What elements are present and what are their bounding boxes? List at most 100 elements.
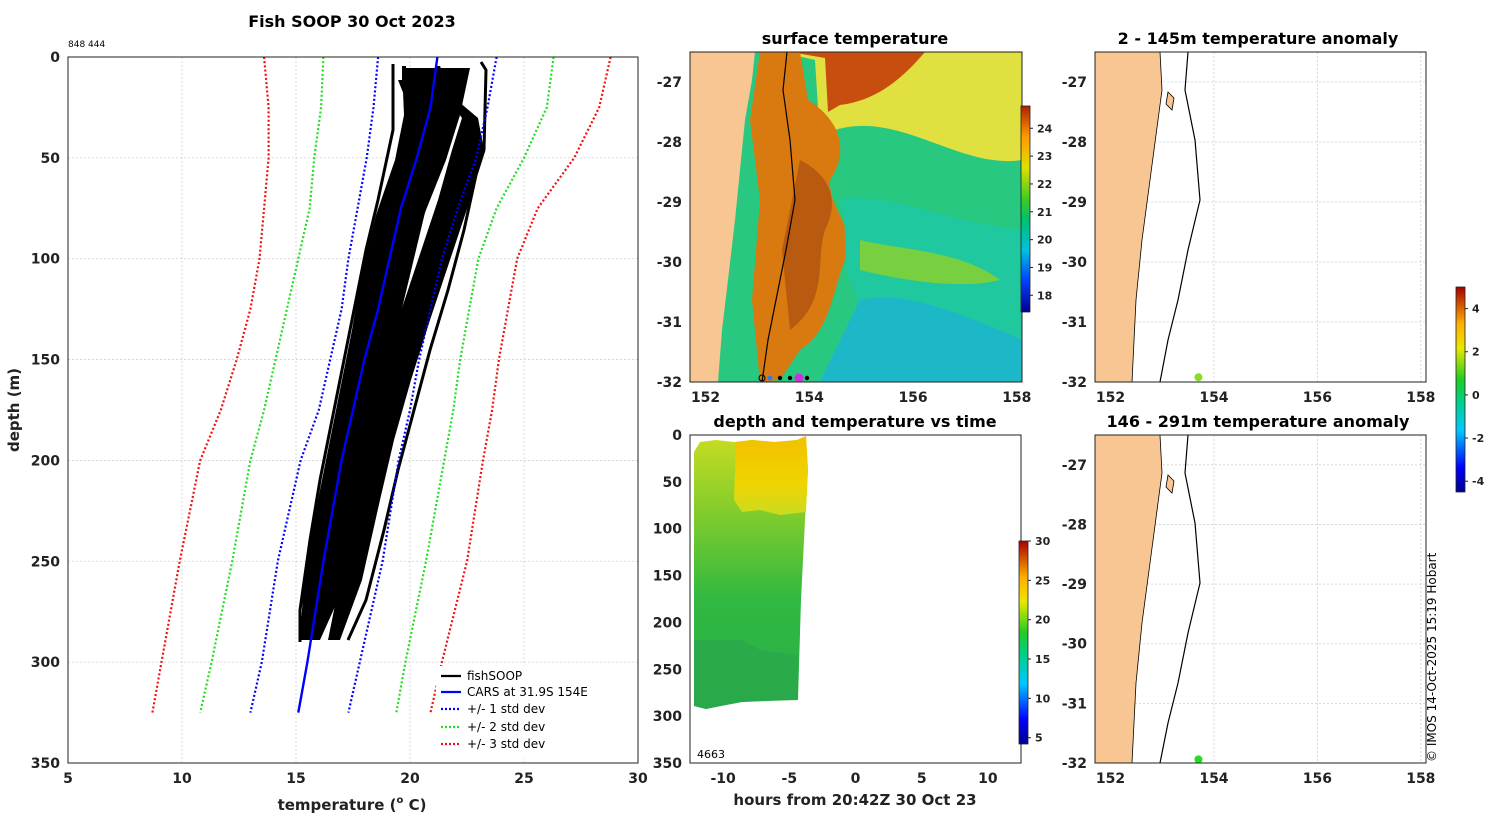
anomaly-deep-axes-frame	[1094, 434, 1427, 764]
depth-time-title: depth and temperature vs time	[713, 412, 996, 431]
anomaly-colorbar-ticks: -4 -2 0 2 4	[1465, 303, 1485, 488]
sst-track-start	[758, 374, 766, 382]
map-ytick-label: -30	[1062, 255, 1088, 271]
map-xtick-label: 156	[898, 390, 927, 406]
anomaly-shallow-land	[1094, 51, 1163, 383]
legend-label-cars: CARS at 31.9S 154E	[467, 685, 588, 699]
profile-ylabel: depth (m)	[5, 368, 23, 452]
profile-ytick-label: 250	[31, 554, 60, 570]
colorbar-tick-label: 5	[1035, 732, 1043, 745]
colorbar-tick-label: 20	[1037, 234, 1053, 247]
depth-time-xtick-label: -10	[710, 771, 736, 787]
sd2-plus-line	[395, 56, 555, 713]
depth-time-colorbar	[1018, 540, 1029, 745]
anomaly-deep-island	[1165, 474, 1175, 494]
anomaly-shallow-tick-labels: 152 154 156 158 -27 -28 -29 -30 -31 -32	[1062, 75, 1436, 406]
profile-ytick-label: 50	[41, 151, 61, 167]
colorbar-tick-label: 21	[1037, 206, 1052, 219]
sd3-minus-line	[151, 56, 270, 713]
sst-track-point	[767, 375, 773, 381]
profile-axes-frame	[67, 56, 639, 764]
colorbar-tick-label: 22	[1037, 178, 1052, 191]
profile-corner-label: 848 444	[68, 40, 105, 50]
legend-label-fishsoop: fishSOOP	[467, 669, 522, 683]
fishsoop-profiles	[298, 61, 488, 642]
colorbar-tick-label: 20	[1035, 614, 1051, 627]
map-xtick-label: 152	[1096, 390, 1125, 406]
map-ytick-label: -28	[657, 135, 682, 151]
sst-title: surface temperature	[762, 29, 949, 48]
map-ytick-label: -28	[1062, 135, 1087, 151]
depth-time-panel: depth and temperature vs time -10 -5 0 5 10 0…	[653, 412, 1051, 809]
sst-shelf-contour	[761, 51, 796, 383]
map-xtick-label: 158	[1406, 771, 1435, 787]
sst-panel: surface temperature 152 154 156 158 -27 -28 -2…	[657, 29, 1053, 406]
depth-time-cool-deep-layer	[694, 640, 798, 709]
colorbar-tick-label: -2	[1472, 432, 1484, 445]
profile-xlabel: temperature (o C)	[278, 795, 427, 814]
sst-track-point	[804, 375, 810, 381]
depth-time-xtick-label: -5	[782, 771, 798, 787]
legend-label-sd2: +/- 2 std dev	[467, 720, 545, 734]
profile-panel: Fish SOOP 30 Oct 2023 848 444 5 10 15 20 25 3…	[5, 12, 648, 814]
anomaly-deep-tick-labels: 152 154 156 158 -27 -28 -29 -30 -31 -32	[1062, 458, 1436, 787]
profile-ytick-label: 350	[31, 756, 60, 772]
colorbar-tick-label: 2	[1472, 346, 1480, 359]
depth-time-xtick-label: 5	[917, 771, 927, 787]
depth-time-ytick-label: 50	[663, 475, 683, 491]
depth-time-ytick-label: 200	[653, 615, 682, 631]
colorbar-tick-label: 10	[1035, 692, 1051, 705]
fishsoop-profile-edge-3	[298, 64, 395, 642]
profile-ytick-label: 300	[31, 655, 60, 671]
map-ytick-label: -29	[657, 195, 682, 211]
sst-map	[690, 51, 1022, 383]
map-xtick-label: 158	[1002, 390, 1031, 406]
sst-filament	[860, 240, 1000, 285]
map-xtick-label: 152	[1096, 771, 1125, 787]
map-ytick-label: -32	[1062, 375, 1087, 391]
map-ytick-label: -31	[657, 315, 682, 331]
map-ytick-label: -28	[1062, 517, 1087, 533]
profile-xtick-label: 5	[63, 771, 73, 787]
depth-time-ytick-label: 350	[653, 756, 682, 772]
fishsoop-profile-band-1	[300, 68, 470, 640]
colorbar-tick-label: 18	[1037, 289, 1052, 302]
sst-land	[690, 52, 755, 382]
depth-time-ytick-label: 150	[653, 569, 682, 585]
profile-xtick-label: 10	[172, 771, 192, 787]
anomaly-shallow-title: 2 - 145m temperature anomaly	[1118, 29, 1399, 48]
anomaly-deep-map	[1094, 434, 1203, 764]
sst-colorbar	[1020, 105, 1031, 313]
colorbar-tick-label: -4	[1472, 475, 1485, 488]
anomaly-shallow-point	[1194, 373, 1203, 382]
colorbar-tick-label: 30	[1035, 535, 1051, 548]
depth-time-ytick-label: 0	[672, 428, 682, 444]
sst-colorbar-ticks: 18 19 20 21 22 23 24	[1030, 122, 1053, 302]
map-xtick-label: 154	[795, 390, 824, 406]
depth-time-xlabel: hours from 20:42Z 30 Oct 23	[733, 791, 976, 809]
profile-xtick-label: 30	[628, 771, 648, 787]
anomaly-deep-point	[1194, 755, 1203, 764]
depth-time-xtick-label: 0	[851, 771, 861, 787]
map-ytick-label: -29	[1062, 195, 1087, 211]
map-xtick-label: 156	[1303, 771, 1332, 787]
map-ytick-label: -32	[657, 375, 682, 391]
fishsoop-profile-band-2	[328, 66, 484, 640]
sst-tick-labels: 152 154 156 158 -27 -28 -29 -30 -31 -32	[657, 75, 1032, 406]
anomaly-deep-title: 146 - 291m temperature anomaly	[1107, 412, 1410, 431]
map-xtick-label: 152	[691, 390, 720, 406]
profile-ytick-label: 200	[31, 453, 60, 469]
depth-time-data	[694, 436, 808, 709]
colorbar-tick-label: 15	[1035, 653, 1050, 666]
profile-ytick-label: 100	[31, 252, 60, 268]
depth-time-note: 4663	[697, 748, 725, 761]
map-ytick-label: -27	[1062, 75, 1087, 91]
anomaly-shallow-contour	[1159, 51, 1201, 383]
sd1-minus-line	[249, 56, 380, 713]
sd1-plus-line	[347, 56, 498, 713]
profile-xtick-label: 25	[514, 771, 533, 787]
legend-label-sd1: +/- 1 std dev	[467, 702, 545, 716]
depth-time-warm-surface-layer	[734, 436, 808, 515]
